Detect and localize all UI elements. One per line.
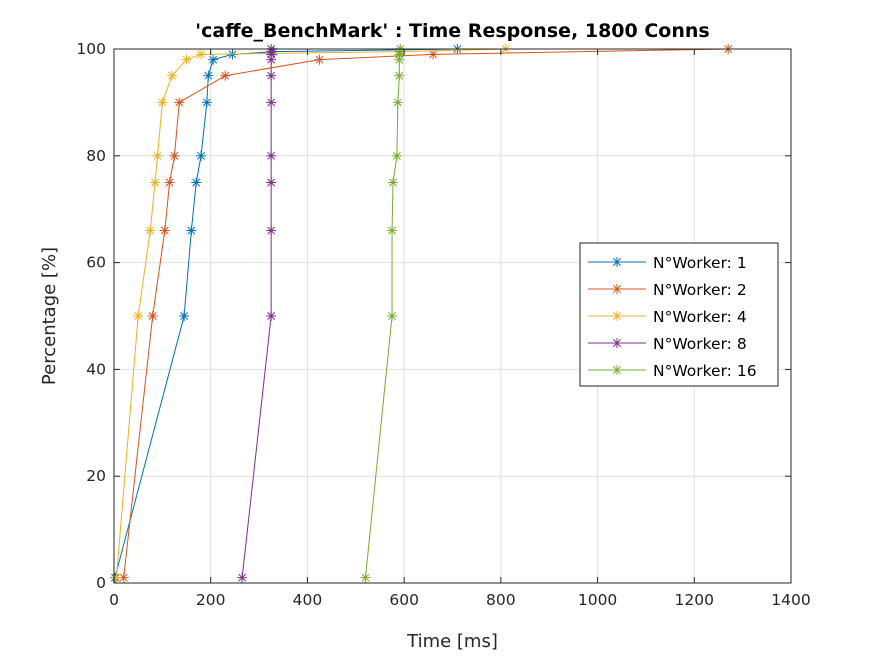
y-axis-label: Percentage [%] (39, 247, 60, 385)
x-tick-label: 200 (196, 591, 226, 609)
x-tick-label: 600 (389, 591, 419, 609)
data-point (179, 311, 190, 321)
data-point (237, 572, 248, 583)
x-tick-label: 1000 (578, 591, 617, 609)
y-tick-label: 0 (96, 574, 106, 592)
data-point (220, 70, 231, 81)
legend-box (579, 242, 779, 387)
axes-box (113, 48, 792, 584)
data-point (360, 572, 371, 583)
legend-marker (612, 311, 622, 321)
legend-label: N°Worker: 2 (653, 281, 747, 299)
data-point (159, 225, 170, 236)
legend-item: N°Worker: 2 (588, 281, 747, 299)
legend-marker (612, 284, 622, 294)
data-point (164, 177, 175, 188)
data-point (150, 177, 161, 188)
data-point (169, 150, 180, 161)
data-point (266, 150, 277, 161)
legend-item: N°Worker: 1 (588, 254, 747, 272)
x-tick-label: 1400 (771, 591, 810, 609)
data-point (174, 97, 185, 108)
data-point (152, 150, 163, 161)
y-tick-label: 60 (86, 254, 106, 272)
legend-label: N°Worker: 8 (653, 335, 747, 353)
y-tick-label: 80 (86, 147, 106, 165)
x-tick-label: 1200 (675, 591, 714, 609)
x-axis-label: Time [ms] (406, 631, 498, 652)
data-point (147, 311, 158, 321)
data-point (391, 150, 402, 161)
data-point (111, 572, 122, 583)
legend-label: N°Worker: 1 (653, 254, 747, 272)
legend-item: N°Worker: 16 (588, 362, 757, 380)
data-point (145, 225, 156, 236)
legend: N°Worker: 1 N°Worker: 2 N°Worker: 4 N°Worke… (579, 242, 779, 387)
legend-label: N°Worker: 4 (653, 308, 747, 326)
chart-title: 'caffe_BenchMark' : Time Response, 1800 … (195, 20, 709, 42)
data-point (388, 177, 399, 188)
data-point (201, 97, 212, 108)
x-tick-label: 0 (109, 591, 119, 609)
legend-marker (612, 365, 622, 375)
data-point (196, 150, 207, 161)
data-point (266, 70, 277, 81)
series-4 (237, 44, 277, 583)
series-line (123, 48, 729, 578)
y-tick-label: 100 (76, 40, 106, 58)
data-point (394, 70, 405, 81)
data-point (314, 54, 325, 65)
data-point (387, 311, 398, 321)
data-point (266, 177, 277, 188)
legend-marker (612, 338, 622, 348)
legend-item: N°Worker: 8 (588, 335, 747, 353)
data-point (266, 97, 277, 108)
data-point (191, 177, 202, 188)
y-tick-label: 40 (86, 360, 106, 378)
legend-marker (612, 257, 622, 267)
data-point (203, 70, 214, 81)
legend-label: N°Worker: 16 (653, 362, 757, 380)
series-layer (109, 44, 734, 583)
ticks: 0 200 400 600 800 1000 1200 1400 0 20 40 60 80 100 (76, 40, 810, 609)
y-tick-label: 20 (86, 467, 106, 485)
data-point (196, 49, 207, 60)
data-point (157, 97, 168, 108)
data-point (181, 54, 192, 65)
data-point (133, 311, 144, 321)
x-tick-label: 400 (293, 591, 323, 609)
data-point (186, 225, 197, 236)
data-point (208, 54, 219, 65)
data-point (266, 311, 277, 321)
data-point (266, 225, 277, 236)
x-tick-label: 800 (486, 591, 516, 609)
data-point (387, 225, 398, 236)
data-point (167, 70, 178, 81)
series-2 (118, 44, 734, 583)
legend-item: N°Worker: 4 (588, 308, 747, 326)
series-5 (360, 44, 406, 583)
data-point (392, 97, 403, 108)
